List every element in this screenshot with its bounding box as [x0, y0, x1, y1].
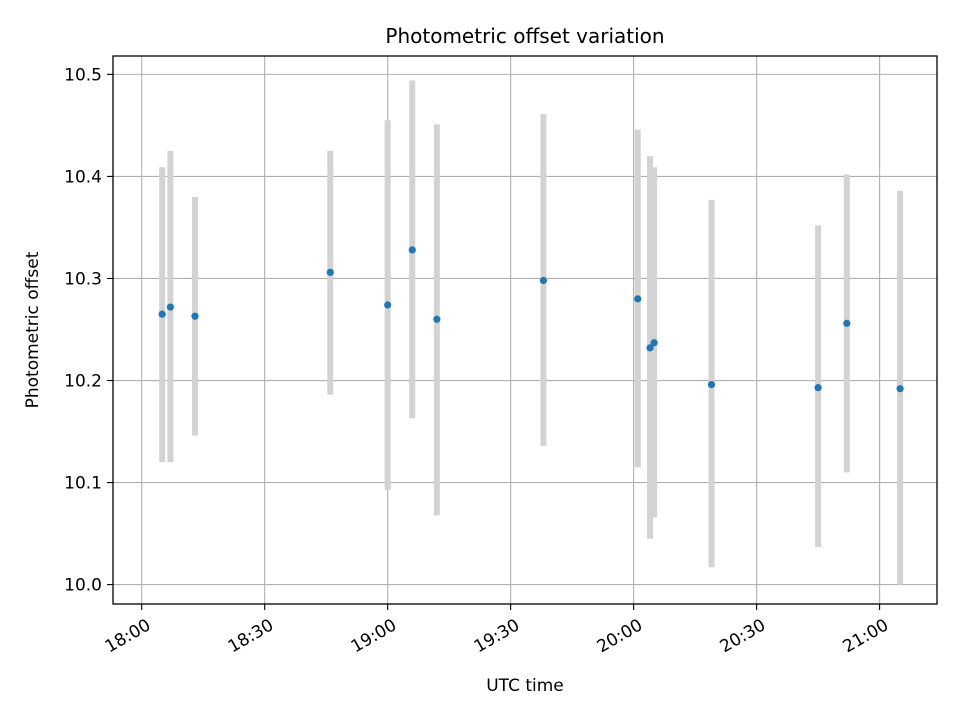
data-point-15	[896, 385, 904, 393]
data-point-9	[634, 295, 642, 303]
chart-title: Photometric offset variation	[385, 24, 664, 48]
data-point-11	[650, 339, 658, 347]
data-points	[158, 246, 904, 393]
data-point-1	[158, 310, 166, 318]
y-tick-label: 10.0	[64, 576, 102, 596]
y-tick-label: 10.4	[64, 167, 102, 187]
data-point-12	[707, 380, 716, 389]
data-point-8	[539, 276, 548, 285]
x-axis-label: UTC time	[486, 676, 564, 696]
plot-frame	[112, 55, 938, 605]
data-point-13	[814, 384, 822, 392]
data-point-7	[433, 315, 441, 323]
data-point-14	[843, 319, 851, 327]
data-point-10	[646, 344, 654, 352]
data-point-5	[384, 301, 392, 309]
data-point-6	[408, 246, 416, 254]
y-axis-label: Photometric offset	[23, 251, 43, 408]
y-axis-ticks: 10.0 10.1 10.2 10.3 10.4 10.5	[64, 65, 113, 596]
y-tick-label: 10.5	[64, 65, 102, 85]
y-tick-label: 10.2	[64, 372, 102, 392]
y-tick-label: 10.3	[64, 269, 102, 289]
y-tick-label: 10.1	[64, 474, 102, 494]
data-point-4	[326, 268, 334, 276]
data-point-2	[166, 303, 174, 311]
data-point-3	[191, 312, 199, 320]
